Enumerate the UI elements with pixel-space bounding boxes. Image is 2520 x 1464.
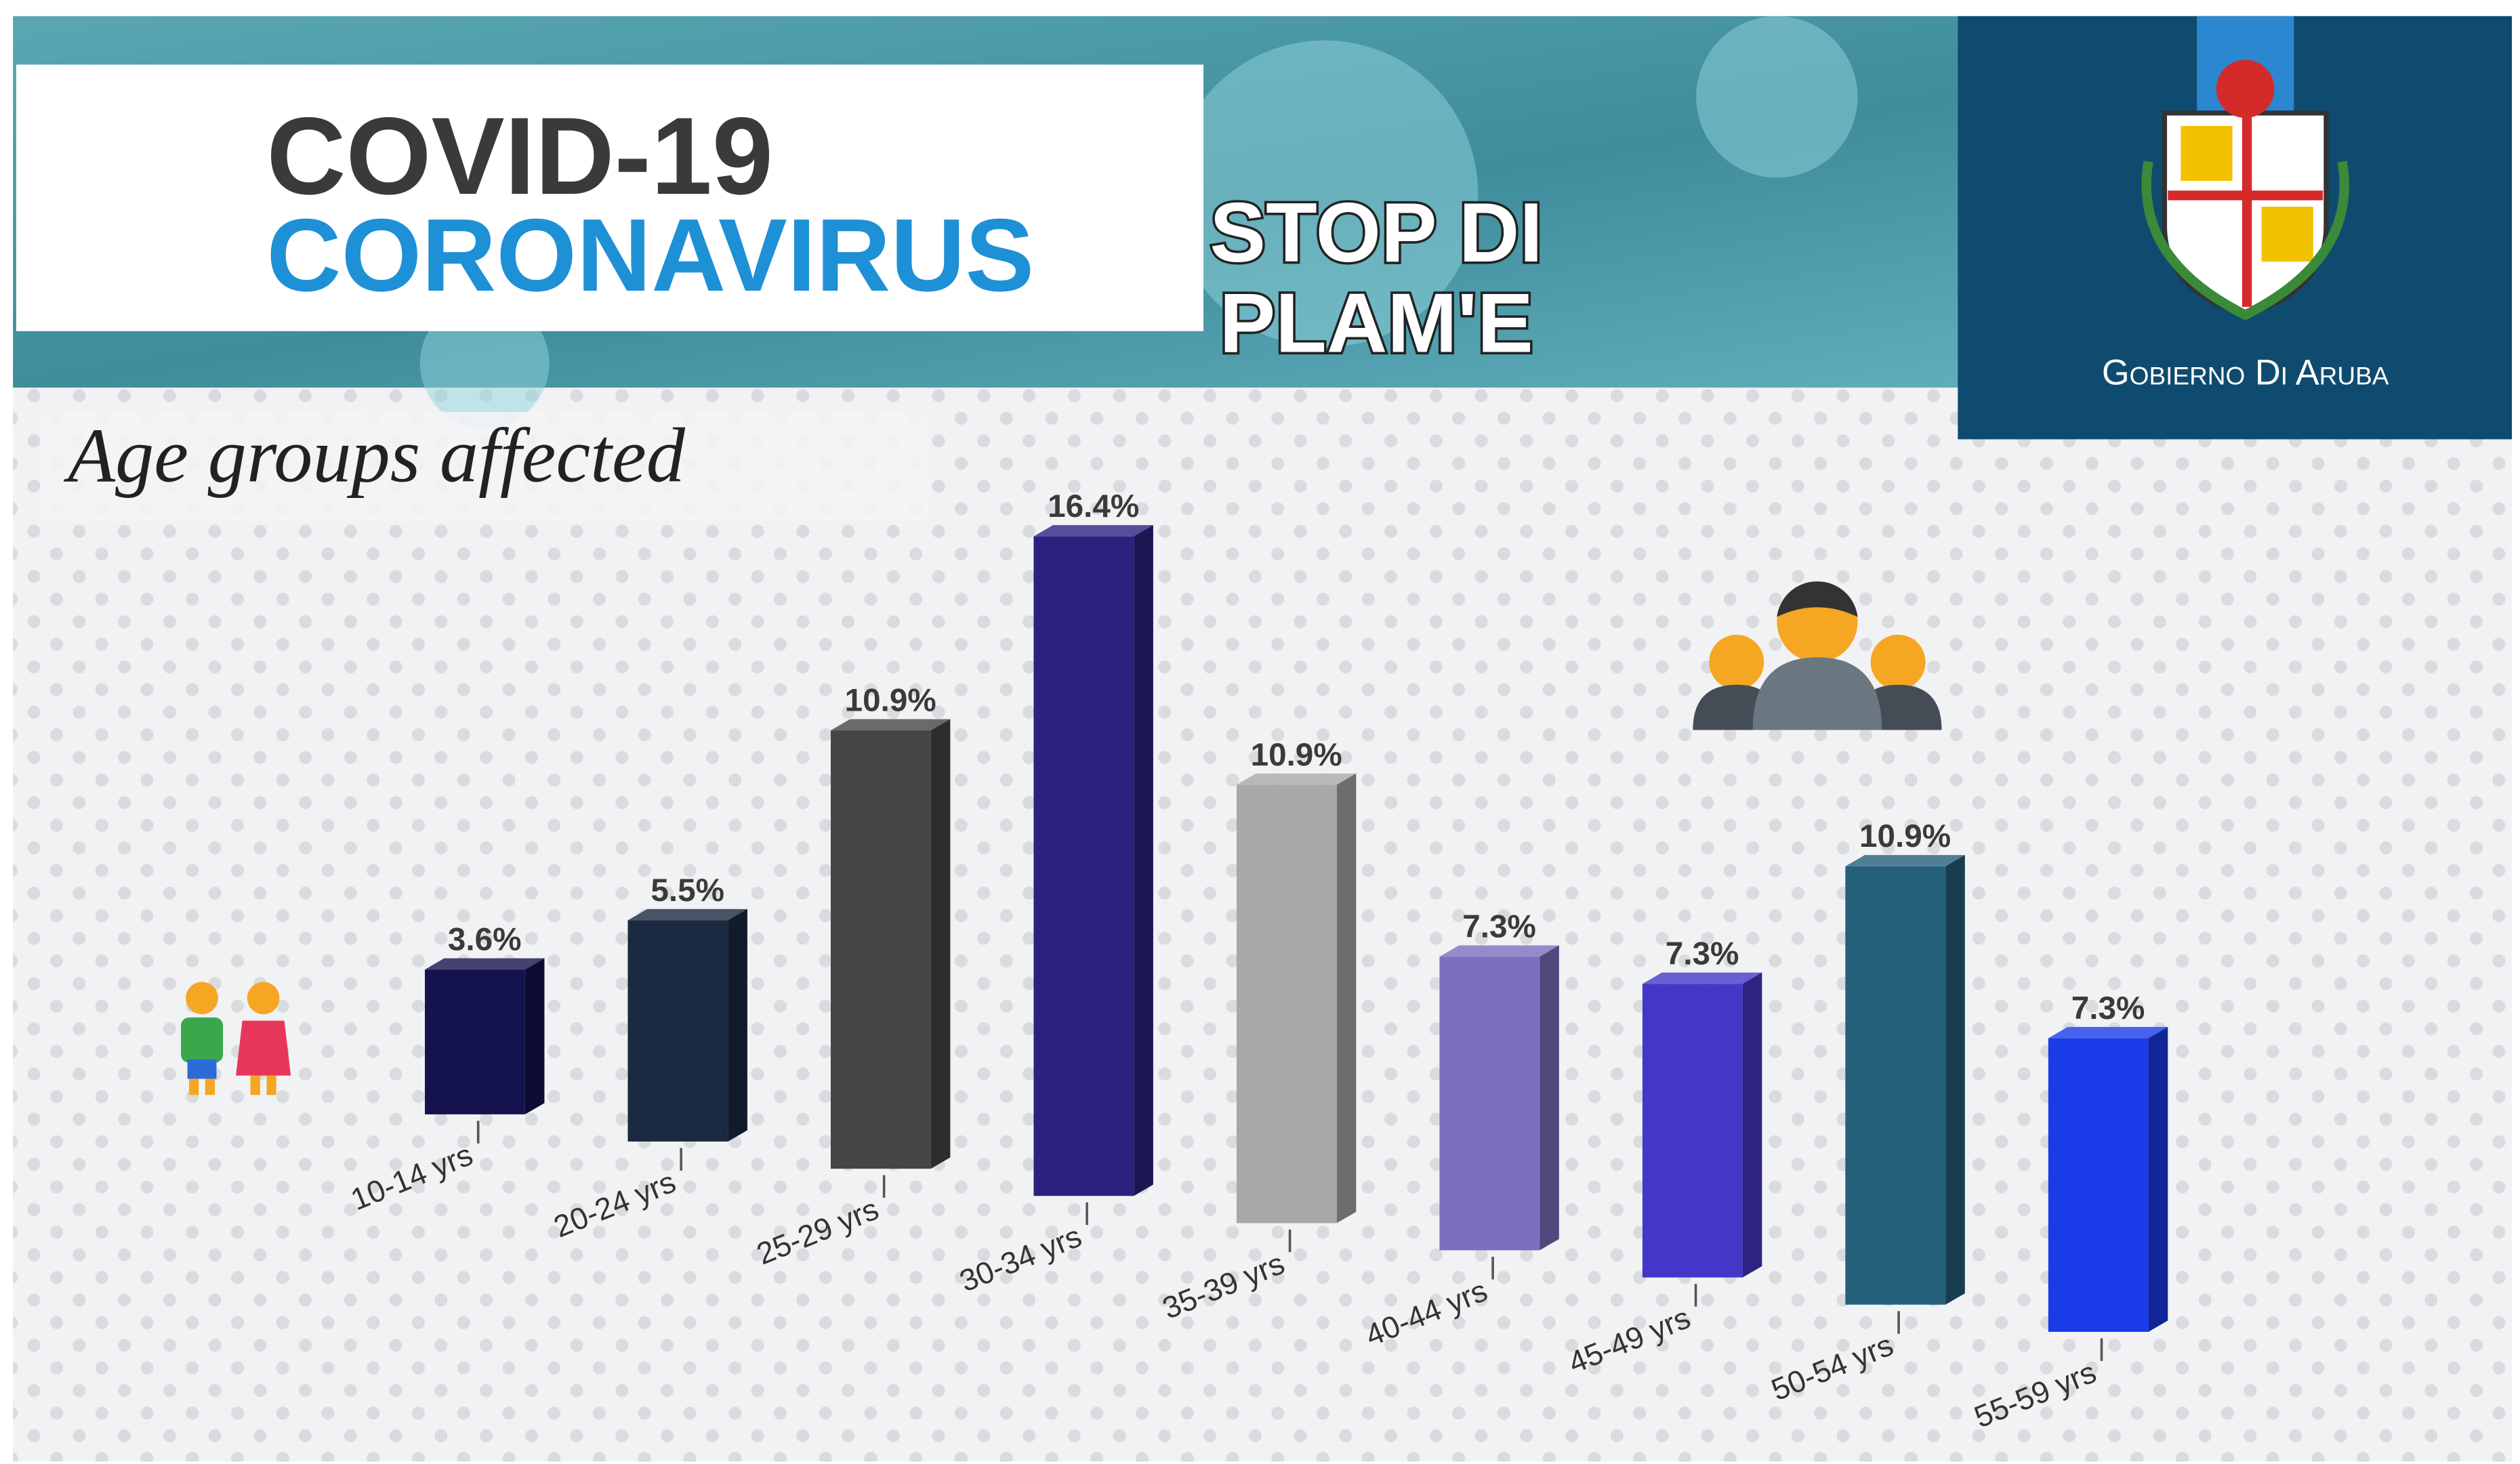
bar-side-shade xyxy=(728,908,747,1142)
value-label: 10.9% xyxy=(1859,818,1951,854)
bar-side xyxy=(1134,525,1153,1196)
bar-top xyxy=(425,958,545,970)
value-label: 5.5% xyxy=(650,873,724,908)
bar-top-shade xyxy=(1439,945,1559,957)
value-label: 7.3% xyxy=(2071,990,2145,1026)
bar-top-shade xyxy=(830,719,951,731)
chart-title: Age groups affected xyxy=(63,412,686,498)
bar-side xyxy=(728,908,747,1142)
bar-top xyxy=(1845,855,1965,866)
org-name: Gobierno Di Aruba xyxy=(2102,353,2389,392)
bar-side-shade xyxy=(1742,972,1762,1278)
bar-top xyxy=(627,908,747,921)
bar-top xyxy=(1642,972,1762,984)
bar-top-shade xyxy=(1642,972,1762,984)
bar-top-shade xyxy=(2048,1026,2168,1039)
value-label: 7.3% xyxy=(1462,909,1536,945)
bar-side xyxy=(1742,972,1762,1278)
coat-of-arms xyxy=(2141,60,2349,320)
bar xyxy=(1845,866,1946,1305)
value-label: 3.6% xyxy=(448,922,522,958)
bar-side xyxy=(2148,1026,2168,1332)
bar-side xyxy=(930,719,951,1169)
bar xyxy=(425,969,525,1114)
header-line2: CORONAVIRUS xyxy=(266,198,1034,313)
bar xyxy=(1236,785,1337,1224)
bar-side xyxy=(1540,945,1559,1251)
bar-top-shade xyxy=(1845,855,1965,866)
value-label: 7.3% xyxy=(1666,936,1739,972)
title-banner xyxy=(16,64,1204,331)
bar-side xyxy=(1945,855,1965,1305)
bar-side-shade xyxy=(1336,773,1357,1224)
value-label: 16.4% xyxy=(1048,488,1139,524)
bar xyxy=(1439,957,1540,1251)
bar-top-shade xyxy=(425,958,545,970)
bar-side xyxy=(524,958,545,1114)
bar xyxy=(2048,1038,2149,1332)
bar xyxy=(627,920,728,1142)
bar-side-shade xyxy=(1540,945,1559,1251)
bar-top xyxy=(830,719,951,731)
bar-side-shade xyxy=(524,958,545,1114)
bar-top xyxy=(1033,525,1153,537)
bar-side-shade xyxy=(930,719,951,1169)
bar xyxy=(830,730,931,1169)
bar-top-shade xyxy=(1033,525,1153,537)
bar-top xyxy=(1439,945,1559,957)
slogan-line: STOP DI xyxy=(1210,186,1542,280)
bar-side xyxy=(1336,773,1357,1224)
adults-icon xyxy=(1693,581,1942,730)
bar-side-shade xyxy=(2148,1026,2168,1332)
title-box xyxy=(40,411,929,522)
kids-icon xyxy=(181,982,291,1095)
value-label: 10.9% xyxy=(1251,737,1342,773)
slogan-line: PLAM'E xyxy=(1219,277,1533,371)
bar xyxy=(1642,984,1743,1278)
bar-side-shade xyxy=(1134,525,1153,1196)
bar-side-shade xyxy=(1945,855,1965,1305)
bar-top xyxy=(2048,1026,2168,1039)
bar-top-shade xyxy=(627,908,747,921)
bar-top xyxy=(1236,773,1357,785)
bar xyxy=(1033,536,1134,1196)
bar-top-shade xyxy=(1236,773,1357,785)
header-line1: COVID-19 xyxy=(266,95,773,217)
value-label: 10.9% xyxy=(845,683,936,719)
